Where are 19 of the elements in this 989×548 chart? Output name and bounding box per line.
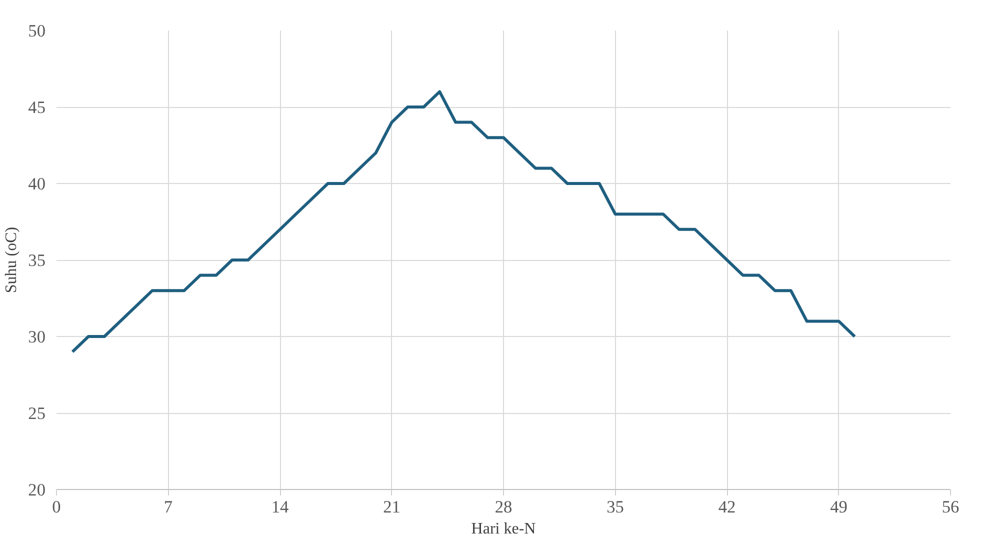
x-tick-label: 28 [494,498,512,516]
line-series [70,90,856,354]
y-tick-label: 30 [28,328,46,346]
y-axis-title: Suhu (oC) [3,226,20,294]
x-tick-label: 49 [830,498,848,516]
x-tick-label: 35 [606,498,624,516]
y-tick-label: 45 [28,98,46,117]
x-tick-label: 56 [942,498,960,516]
y-tick-label: 20 [28,480,46,500]
y-tick-label: 35 [28,251,46,270]
y-tick-label: 50 [28,22,46,40]
y-tick-label: 40 [28,174,46,194]
x-tick-label: 21 [383,498,400,516]
y-tick-label: 25 [28,404,46,423]
x-tick-label: 7 [164,498,173,516]
x-tick-label: 42 [718,498,736,516]
x-tick-label: 0 [52,498,61,516]
x-axis-title: Hari ke-N [471,520,536,538]
x-tick-label: 14 [271,498,289,516]
